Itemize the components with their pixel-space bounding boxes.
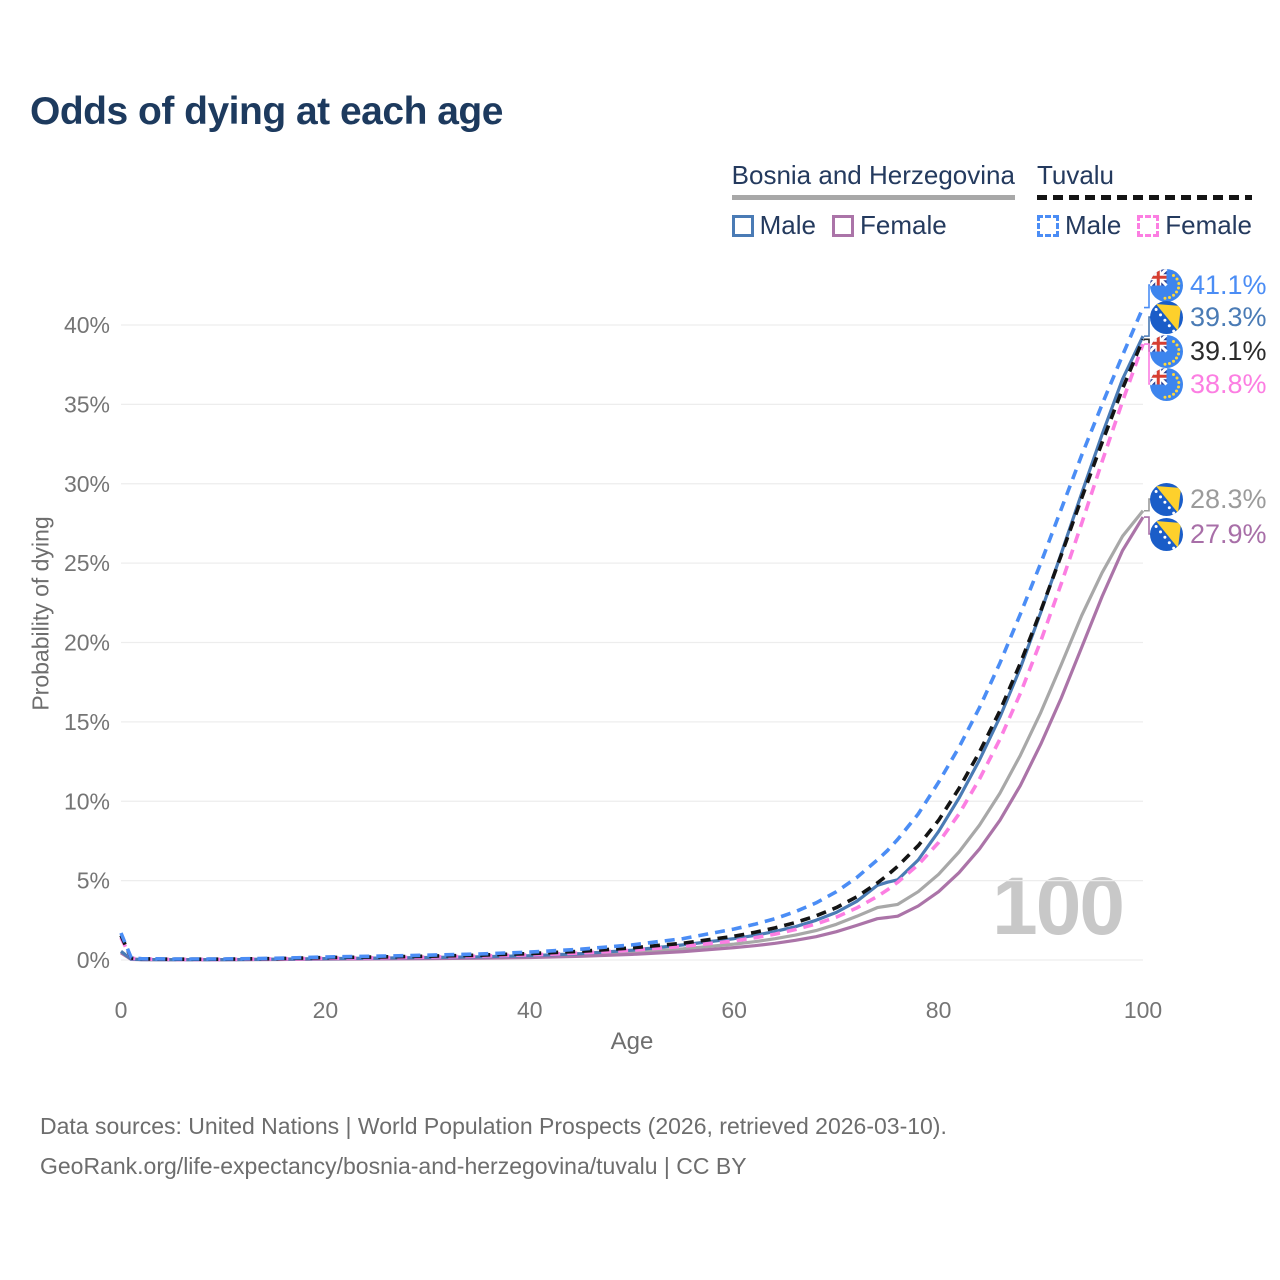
end-label-tuvalu_both: 39.1% — [1150, 334, 1267, 368]
footer: Data sources: United Nations | World Pop… — [40, 1106, 947, 1186]
legend-item-label: Male — [759, 210, 816, 240]
legend-item-label: Male — [1064, 210, 1122, 240]
line-tuvalu_male — [119, 306, 1145, 961]
y-tick-20: 20% — [64, 630, 110, 656]
flag-icon-tuvalu — [1150, 334, 1183, 368]
y-tick-5: 5% — [77, 868, 110, 894]
legend-items-bosnia-and-herzegovina: Male Female — [731, 210, 1015, 241]
x-tick-60: 60 — [721, 997, 747, 1023]
legend-group-bosnia-and-herzegovina: Bosnia and Herzegovina Male Female — [731, 160, 1015, 241]
end-label-value-bih_female: 27.9% — [1190, 518, 1267, 549]
end-label-value-tuvalu_female: 38.8% — [1190, 368, 1267, 399]
legend-items-tuvalu: Male Female — [1036, 210, 1252, 241]
y-tick-25: 25% — [64, 550, 110, 576]
end-label-bih_female: 27.9% — [1150, 517, 1267, 551]
legend-item-bosnia-and-herzegovina-male[interactable]: Male — [731, 210, 816, 241]
flag-icon-bosnia — [1150, 517, 1183, 551]
x-tick-80: 80 — [926, 997, 952, 1023]
legend-item-tuvalu-female[interactable]: Female — [1137, 210, 1252, 241]
end-label-value-tuvalu_both: 39.1% — [1190, 335, 1267, 366]
legend-item-label: Female — [860, 210, 947, 240]
end-label-value-bih_both: 28.3% — [1190, 483, 1267, 514]
flag-icon-bosnia — [1150, 300, 1183, 334]
y-tick-15: 15% — [64, 709, 110, 735]
line-bih_male — [120, 335, 1145, 962]
legend-group-tuvalu: Tuvalu Male Female — [1036, 160, 1252, 241]
end-label-bih_both: 28.3% — [1150, 482, 1267, 516]
y-tick-40: 40% — [64, 312, 110, 338]
x-axis-title: Age — [610, 1028, 654, 1055]
legend-item-label: Female — [1165, 210, 1252, 240]
legend-underline-bosnia-and-herzegovina — [731, 195, 1015, 200]
end-label-value-tuvalu_male: 41.1% — [1190, 269, 1267, 300]
flag-icon-tuvalu — [1150, 268, 1183, 302]
legend-swatch-tuvalu-female — [1137, 214, 1160, 237]
legend-item-tuvalu-male[interactable]: Male — [1036, 210, 1122, 241]
legend: Bosnia and Herzegovina Male Female Tuvalu Ma… — [731, 160, 1252, 241]
end-label-tuvalu_male: 41.1% — [1150, 268, 1267, 302]
y-tick-30: 30% — [64, 471, 110, 497]
legend-country-tuvalu[interactable]: Tuvalu — [1036, 160, 1115, 190]
y-axis-title: Probability of dying — [27, 516, 54, 711]
y-tick-0: 0% — [77, 947, 110, 973]
legend-underline-tuvalu — [1036, 195, 1252, 200]
flag-icon-tuvalu — [1150, 367, 1183, 401]
line-tuvalu_female — [119, 343, 1145, 962]
x-tick-0: 0 — [115, 997, 128, 1023]
x-tick-100: 100 — [1124, 997, 1162, 1023]
page-title: Odds of dying at each age — [30, 90, 503, 133]
x-tick-40: 40 — [517, 997, 543, 1023]
legend-swatch-bosnia-and-herzegovina-female — [832, 214, 854, 237]
legend-swatch-tuvalu-male — [1036, 214, 1059, 237]
footer-url: GeoRank.org/life-expectancy/bosnia-and-h… — [40, 1153, 747, 1179]
end-label-tuvalu_female: 38.8% — [1150, 367, 1267, 401]
flag-icon-bosnia — [1150, 482, 1183, 516]
legend-swatch-bosnia-and-herzegovina-male — [731, 214, 754, 237]
watermark-age: 100 — [992, 861, 1125, 952]
x-tick-20: 20 — [313, 997, 339, 1023]
y-tick-35: 35% — [64, 391, 110, 417]
line-tuvalu_both — [119, 338, 1145, 961]
legend-country-bosnia-and-herzegovina[interactable]: Bosnia and Herzegovina — [731, 160, 1015, 190]
end-label-value-bih_male: 39.3% — [1190, 301, 1267, 332]
footer-sources: Data sources: United Nations | World Pop… — [40, 1113, 947, 1139]
legend-item-bosnia-and-herzegovina-female[interactable]: Female — [832, 210, 947, 241]
end-label-bih_male: 39.3% — [1150, 300, 1267, 334]
y-tick-10: 10% — [64, 788, 110, 814]
